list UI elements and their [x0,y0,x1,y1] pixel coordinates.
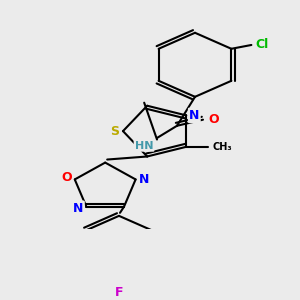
Text: N: N [73,202,84,215]
Text: N: N [189,109,200,122]
Text: Cl: Cl [256,38,269,52]
Text: CH₃: CH₃ [212,142,232,152]
Text: S: S [110,124,119,138]
Text: O: O [209,113,219,126]
Text: N: N [138,173,149,186]
Text: F: F [115,286,123,299]
Text: O: O [61,171,72,184]
Text: HN: HN [135,141,153,151]
